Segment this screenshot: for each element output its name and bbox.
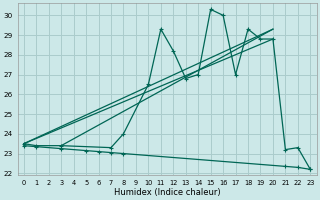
X-axis label: Humidex (Indice chaleur): Humidex (Indice chaleur) <box>114 188 220 197</box>
